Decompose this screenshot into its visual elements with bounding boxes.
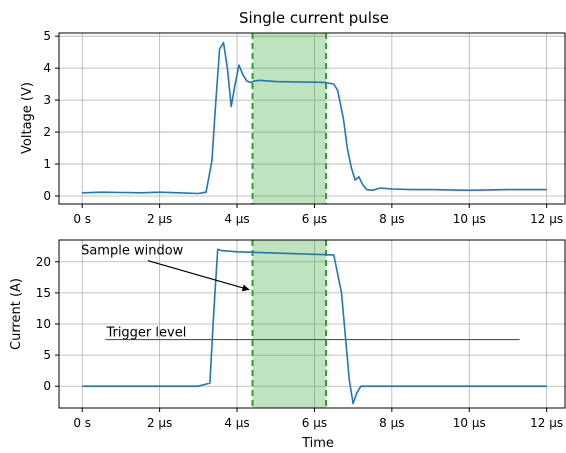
x-tick-label: 2 µs [147,212,172,226]
annotation-arrow-shaft [147,260,250,291]
current-y-axis-label: Current (A) [9,278,24,350]
x-tick-label: 0 s [73,212,91,226]
x-tick-label: 12 µs [530,416,563,430]
sample-window-annotation: Sample window [81,244,184,259]
x-tick-label: 2 µs [147,416,172,430]
sample-window-band [252,33,327,204]
x-axis-label: Time [301,436,334,451]
x-tick-label: 10 µs [453,212,486,226]
x-tick-label: 4 µs [224,416,249,430]
sample-window-band [252,240,327,408]
current-subplot: Trigger level Sample window 0 5 10 15 20 0 s 2 µ… [36,239,566,430]
voltage-subplot: 0 1 2 3 4 5 0 s 2 µs 4 µs 6 µs 8 µs 10 µs 12 µs [43,29,566,226]
series-line [82,248,547,405]
y-tick-label: 0 [43,189,51,203]
x-tick-label: 10 µs [453,416,486,430]
y-tick-label: 0 [43,379,51,393]
chart-title: Single current pulse [239,9,389,27]
trigger-level-label: Trigger level [105,326,186,341]
x-tick-label: 12 µs [530,212,563,226]
y-tick-label: 5 [43,29,51,43]
y-tick-label: 2 [43,125,51,139]
x-tick-label: 8 µs [379,212,404,226]
x-tick-label: 4 µs [224,212,249,226]
axes-frame [58,32,566,205]
voltage-y-axis-label: Voltage (V) [20,82,35,154]
y-tick-label: 10 [36,317,51,331]
y-tick-label: 20 [36,255,51,269]
y-tick-label: 1 [43,157,51,171]
y-tick-label: 3 [43,93,51,107]
x-tick-label: 6 µs [302,416,327,430]
y-tick-label: 15 [36,286,51,300]
x-tick-label: 8 µs [379,416,404,430]
annotation-arrow-head [241,284,250,292]
x-tick-label: 6 µs [302,212,327,226]
y-tick-label: 4 [43,61,51,75]
series-line [82,41,547,195]
x-tick-label: 0 s [73,416,91,430]
y-tick-label: 5 [43,348,51,362]
